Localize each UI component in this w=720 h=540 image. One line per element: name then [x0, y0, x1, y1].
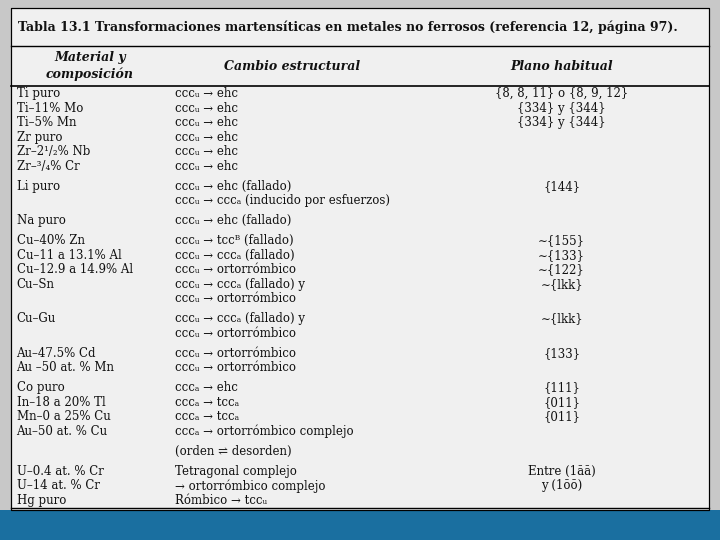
- Text: cccᵤ → ehc: cccᵤ → ehc: [175, 102, 238, 114]
- Text: Plano habitual: Plano habitual: [510, 59, 613, 73]
- Text: U–14 at. % Cr: U–14 at. % Cr: [17, 480, 99, 492]
- Text: cccᵤ → ehc: cccᵤ → ehc: [175, 87, 238, 100]
- Text: (orden ⇌ desorden): (orden ⇌ desorden): [175, 445, 292, 458]
- Text: y (1ōō): y (1ōō): [541, 480, 582, 492]
- Text: → ortorrómbico complejo: → ortorrómbico complejo: [175, 479, 325, 492]
- Text: ∼{155}: ∼{155}: [538, 234, 585, 247]
- Text: cccᵤ → ehc: cccᵤ → ehc: [175, 116, 238, 129]
- Text: Entre (1āā): Entre (1āā): [528, 465, 595, 478]
- Text: cccᵤ → ortorrómbico: cccᵤ → ortorrómbico: [175, 292, 296, 305]
- Text: Ti–5% Mn: Ti–5% Mn: [17, 116, 76, 129]
- Text: Tabla 13.1 Transformaciones martensíticas en metales no ferrosos (referencia 12,: Tabla 13.1 Transformaciones martensítica…: [18, 20, 678, 33]
- Text: Cu–11 a 13.1% Al: Cu–11 a 13.1% Al: [17, 249, 121, 262]
- Text: U–0.4 at. % Cr: U–0.4 at. % Cr: [17, 465, 104, 478]
- Text: {144}: {144}: [543, 180, 580, 193]
- Text: cccᵤ → ortorrómbico: cccᵤ → ortorrómbico: [175, 327, 296, 340]
- Text: Tetragonal complejo: Tetragonal complejo: [175, 465, 297, 478]
- Text: Cu–Sn: Cu–Sn: [17, 278, 55, 291]
- Text: Cambio estructural: Cambio estructural: [223, 59, 360, 73]
- Text: cccᵤ → ortorrómbico: cccᵤ → ortorrómbico: [175, 361, 296, 374]
- Text: cccᵤ → ehc: cccᵤ → ehc: [175, 160, 238, 173]
- Text: cccₐ → ortorrómbico complejo: cccₐ → ortorrómbico complejo: [175, 424, 354, 438]
- Text: cccᵤ → ortorrómbico: cccᵤ → ortorrómbico: [175, 263, 296, 276]
- Text: {8, 8, 11} o {8, 9, 12}: {8, 8, 11} o {8, 9, 12}: [495, 87, 629, 100]
- Text: Ti–11% Mo: Ti–11% Mo: [17, 102, 83, 114]
- Text: cccₐ → tccₐ: cccₐ → tccₐ: [175, 410, 239, 423]
- Text: cccᵤ → cccₐ (inducido por esfuerzos): cccᵤ → cccₐ (inducido por esfuerzos): [175, 194, 390, 207]
- Text: Material y
composición: Material y composición: [46, 51, 134, 81]
- Text: {011}: {011}: [543, 396, 580, 409]
- Text: cccᵤ → tccᴮ (fallado): cccᵤ → tccᴮ (fallado): [175, 234, 294, 247]
- Text: ∼{122}: ∼{122}: [539, 263, 585, 276]
- Bar: [0, 510, 720, 540]
- Text: {133}: {133}: [543, 347, 580, 360]
- Text: cccₐ → ehc: cccₐ → ehc: [175, 381, 238, 394]
- Text: In–18 a 20% Tl: In–18 a 20% Tl: [17, 396, 105, 409]
- Text: Au–47.5% Cd: Au–47.5% Cd: [17, 347, 96, 360]
- Text: Zr puro: Zr puro: [17, 131, 62, 144]
- Text: Co puro: Co puro: [17, 381, 64, 394]
- Text: cccᵤ → ehc: cccᵤ → ehc: [175, 145, 238, 158]
- Text: {111}: {111}: [543, 381, 580, 394]
- Text: {334} y {344}: {334} y {344}: [517, 102, 606, 114]
- Text: cccᵤ → ehc: cccᵤ → ehc: [175, 131, 238, 144]
- Text: cccᵤ → ehc (fallado): cccᵤ → ehc (fallado): [175, 214, 292, 227]
- Text: {011}: {011}: [543, 410, 580, 423]
- Text: Au–50 at. % Cu: Au–50 at. % Cu: [17, 425, 108, 438]
- Text: cccᵤ → cccₐ (fallado) y: cccᵤ → cccₐ (fallado) y: [175, 278, 305, 291]
- Text: ∼{lkk}: ∼{lkk}: [540, 312, 583, 325]
- Text: ∼{133}: ∼{133}: [538, 249, 585, 262]
- Text: Zr–2¹/₂% Nb: Zr–2¹/₂% Nb: [17, 145, 90, 158]
- Text: Au –50 at. % Mn: Au –50 at. % Mn: [17, 361, 114, 374]
- Text: Na puro: Na puro: [17, 214, 66, 227]
- Text: Rómbico → tccᵤ: Rómbico → tccᵤ: [175, 494, 267, 507]
- Text: cccᵤ → cccₐ (fallado): cccᵤ → cccₐ (fallado): [175, 249, 294, 262]
- Text: Cu–40% Zn: Cu–40% Zn: [17, 234, 84, 247]
- Text: Cu–12.9 a 14.9% Al: Cu–12.9 a 14.9% Al: [17, 263, 132, 276]
- Text: {334} y {344}: {334} y {344}: [517, 116, 606, 129]
- Text: cccₐ → tccₐ: cccₐ → tccₐ: [175, 396, 239, 409]
- Text: Hg puro: Hg puro: [17, 494, 66, 507]
- Text: cccᵤ → ortorrómbico: cccᵤ → ortorrómbico: [175, 347, 296, 360]
- Text: ∼{lkk}: ∼{lkk}: [540, 278, 583, 291]
- Text: Li puro: Li puro: [17, 180, 60, 193]
- Text: Zr–³/₄% Cr: Zr–³/₄% Cr: [17, 160, 79, 173]
- Text: Cu–Gu: Cu–Gu: [17, 312, 56, 325]
- Text: Mn–0 a 25% Cu: Mn–0 a 25% Cu: [17, 410, 110, 423]
- Text: cccᵤ → ehc (fallado): cccᵤ → ehc (fallado): [175, 180, 292, 193]
- Text: Ti puro: Ti puro: [17, 87, 60, 100]
- Text: cccᵤ → cccₐ (fallado) y: cccᵤ → cccₐ (fallado) y: [175, 312, 305, 325]
